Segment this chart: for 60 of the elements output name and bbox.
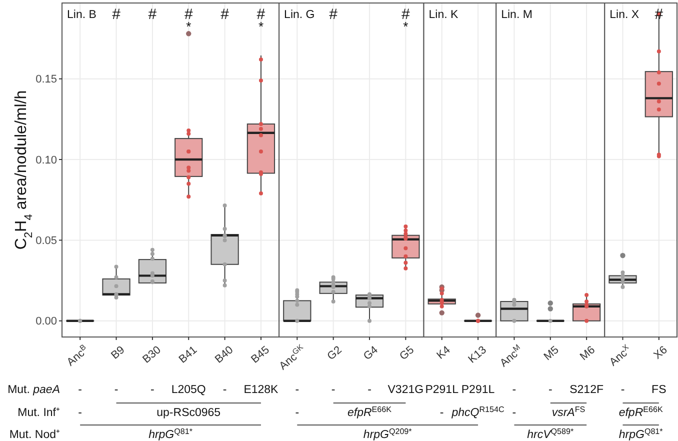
text: - (78, 407, 82, 420)
text: - (78, 384, 82, 396)
y-tick-label: 0.00 (36, 316, 57, 328)
text: Lin. B (67, 9, 97, 21)
text: up-RSc0965 (156, 407, 221, 420)
text: L205Q (171, 384, 206, 396)
text: Lin. M (501, 9, 532, 21)
x-tick-label: B40 (212, 344, 236, 366)
annotation: # (220, 6, 230, 23)
y-tick-label: 0.05 (36, 235, 57, 248)
text: hrpG$^{Q81*}$ (618, 426, 663, 441)
text: - (620, 384, 625, 396)
text: - (368, 384, 372, 396)
text: hrcV$^{Q589*}$ (527, 426, 574, 441)
text: - (222, 384, 227, 396)
x-tick-label: G2 (325, 344, 344, 363)
text: Mut. Inf⁺ (18, 407, 60, 420)
x-tick-label: B41 (176, 344, 200, 366)
x-tick-label: B30 (140, 344, 164, 366)
x-tick-label: M5 (542, 344, 562, 364)
text: - (295, 407, 300, 420)
x-tick-label: G5 (398, 344, 417, 363)
text: - (548, 384, 552, 396)
annotation: # (112, 6, 122, 23)
text: - (440, 407, 444, 420)
text: efpR$^{E66K}$ (348, 404, 392, 420)
y-tick-label: 0.15 (36, 74, 57, 86)
text: - (114, 384, 118, 396)
text: V321G (388, 384, 424, 396)
x-tick-label: X6 (652, 344, 670, 362)
text: efpR$^{E66K}$ (618, 404, 664, 420)
text: vsrA$^{FS}$ (552, 404, 586, 420)
text: Lin. K (428, 9, 458, 21)
text: - (512, 384, 516, 396)
text: Mut. paeA (8, 384, 60, 396)
text: - (150, 384, 155, 396)
text: P291L (425, 384, 460, 396)
text: FS (652, 384, 667, 396)
x-tick-label: K4 (434, 344, 453, 362)
x-tick-label: M6 (578, 344, 598, 364)
text: - (331, 384, 336, 396)
text: hrpG$^{Q209*}$ (363, 426, 412, 441)
text: - (512, 407, 516, 420)
text: S212F (570, 384, 604, 396)
text: P291L (461, 384, 496, 396)
x-tick-label: G4 (361, 344, 380, 363)
annotation: # (654, 6, 664, 23)
text: Lin. X (610, 9, 640, 21)
y-tick-label: 0.10 (36, 154, 57, 166)
text: phcQ$^{R154C}$ (450, 404, 504, 420)
text: E128K (244, 384, 279, 396)
text: Mut. Nod⁺ (9, 429, 60, 441)
x-tick-label: K13 (466, 344, 489, 366)
text: - (295, 384, 300, 396)
x-tick-label: B45 (249, 344, 272, 366)
text: Lin. G (284, 9, 315, 21)
x-tick-label: B9 (109, 344, 128, 362)
annotation: # (329, 6, 338, 23)
annotation: # (148, 6, 158, 23)
text: hrpG$^{Q81*}$ (148, 426, 192, 441)
